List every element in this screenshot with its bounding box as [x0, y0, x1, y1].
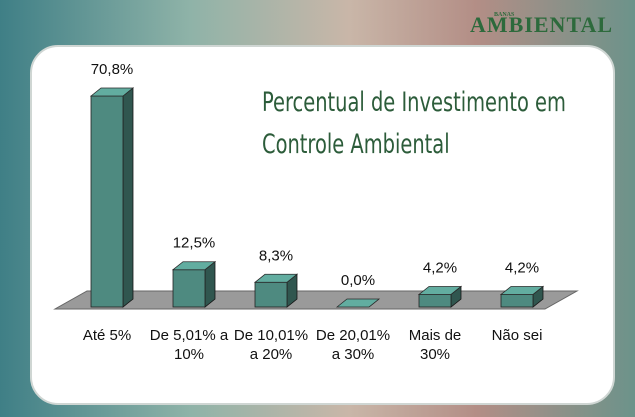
bar-front — [90, 95, 124, 308]
bar-front — [172, 269, 206, 308]
bar-top — [417, 286, 463, 295]
chart-title: Percentual de Investimento em Controle A… — [262, 87, 566, 160]
x-tick-label: De 20,01% a 30% — [315, 327, 391, 363]
x-tick-label: Até 5% — [82, 327, 132, 344]
bar-top — [89, 87, 135, 97]
bar-top — [171, 261, 217, 271]
x-tick-label: Não sei — [491, 327, 543, 344]
logo-small: BANAS — [494, 12, 515, 18]
bar-top — [499, 286, 545, 295]
value-label: 8,3% — [259, 247, 293, 264]
bar-top — [253, 273, 299, 283]
value-label: 4,2% — [505, 259, 539, 276]
x-tick-label: Mais de 30% — [408, 327, 462, 363]
bar-side — [122, 87, 134, 308]
value-label: 70,8% — [91, 61, 134, 78]
bar-top — [335, 298, 381, 308]
x-tick-label: De 5,01% a 10% — [149, 327, 229, 363]
x-tick-label: De 10,01% a 20% — [233, 327, 309, 363]
bar-front — [500, 294, 534, 308]
value-label: 12,5% — [173, 235, 216, 252]
value-label: 4,2% — [423, 259, 457, 276]
bar-front — [418, 294, 452, 308]
bar-front — [254, 281, 288, 308]
logo: BANAS AMBIENTAL — [470, 12, 613, 38]
logo-main: AMBIENTAL — [470, 12, 614, 37]
value-label: 0,0% — [341, 272, 375, 289]
